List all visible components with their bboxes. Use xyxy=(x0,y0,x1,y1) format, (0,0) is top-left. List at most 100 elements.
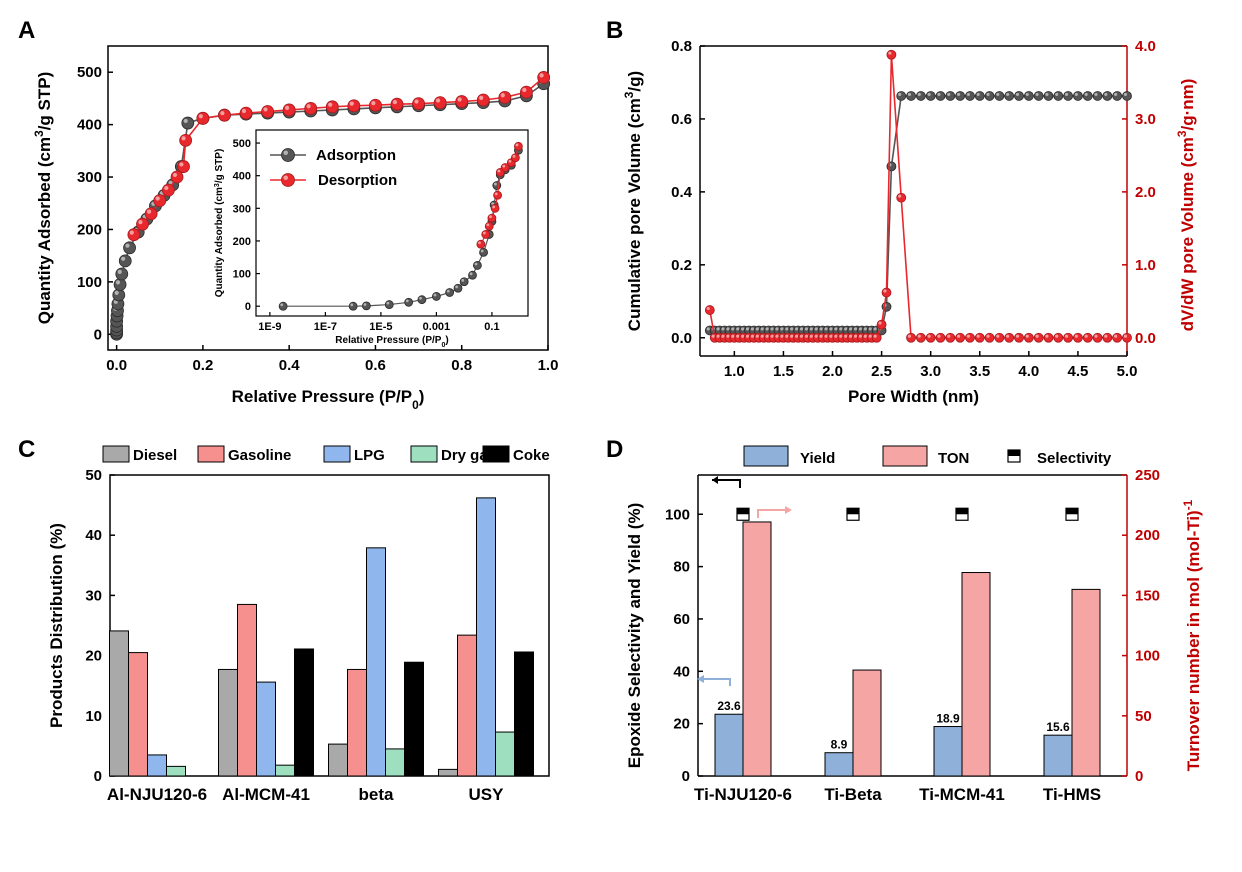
panel-a-ytick-label: 200 xyxy=(77,221,102,238)
panel-c-bar-lpg xyxy=(147,754,167,777)
panel-b-cumulative-point-highlight xyxy=(947,92,951,96)
panel-b-cumulative-point-highlight xyxy=(765,327,769,331)
panel-b-dvdw-point-highlight xyxy=(1055,334,1059,338)
panel-b-dvdw-point xyxy=(965,332,975,343)
panel-b-dvdw-point xyxy=(876,319,887,330)
panel-b-dvdw-point-highlight xyxy=(785,334,789,338)
panel-b-dvdw-point-highlight xyxy=(1045,334,1049,338)
panel-d-selectivity-marker-fill xyxy=(956,508,968,515)
panel-b-dvdw-point xyxy=(915,332,926,343)
panel-a-point xyxy=(239,106,253,120)
panel-b-dvdw-point xyxy=(1004,332,1015,343)
panel-d-legend-yield-swatch xyxy=(743,445,789,467)
panel-b-cumulative-point-highlight xyxy=(770,327,774,331)
panel-b-cumulative-point-highlight xyxy=(745,327,750,331)
inset-point xyxy=(348,301,358,311)
panel-c-legend-swatch xyxy=(197,445,225,463)
panel-b-xtick-label: 3.5 xyxy=(969,363,990,380)
panel-d-ytick-label: 80 xyxy=(673,559,690,576)
panel-a-point-highlight xyxy=(172,172,178,178)
panel-b-cumulative-point-highlight xyxy=(863,327,867,331)
panel-a-point-highlight xyxy=(121,256,126,261)
panel-a-point xyxy=(161,183,175,197)
panel-b-dvdw-point-highlight xyxy=(1035,334,1039,338)
panel-b-dvdw-point-highlight xyxy=(745,334,750,338)
panel-c-bar-gasoline xyxy=(237,603,257,777)
panel-a-point-highlight xyxy=(284,105,290,110)
panel-b-dvdw-point-highlight xyxy=(750,334,754,338)
inset-legend-marker xyxy=(281,173,295,187)
panel-a-point xyxy=(118,254,132,268)
panel-b-cumulative-point-highlight xyxy=(790,327,794,331)
inset-point xyxy=(417,295,427,305)
panel-c-legend-label: LPG xyxy=(354,447,385,464)
panel-b-dvdw-point-highlight xyxy=(917,334,921,338)
inset-point-highlight xyxy=(469,272,473,276)
panel-b-dvdw-point-highlight xyxy=(853,334,858,338)
panel-d-ytick-right-label: 150 xyxy=(1135,587,1160,604)
panel-d-left-axis-arrow xyxy=(712,479,741,488)
panel-c-legend-swatch xyxy=(102,445,130,463)
panel-b-dvdw-point-highlight xyxy=(873,334,877,338)
panel-a-point xyxy=(476,93,490,107)
panel-d-ytick-label: 100 xyxy=(665,506,690,523)
panel-b-ytick-right-label: 0.0 xyxy=(1135,330,1156,347)
panel-b-dvdw-point-highlight xyxy=(848,334,853,338)
inset-xtick-label: 0.001 xyxy=(423,321,451,333)
panel-d-ytick-label: 20 xyxy=(673,716,690,733)
panel-a-point-highlight xyxy=(306,104,311,109)
panel-b-dvdw-point xyxy=(704,305,715,315)
inset-point xyxy=(445,288,455,297)
panel-b-cumulative-point-highlight xyxy=(966,92,970,96)
panel-b-dvdw-point-highlight xyxy=(834,334,838,338)
panel-c-bar-dry-gas xyxy=(275,764,295,777)
inset-point-highlight xyxy=(461,278,465,282)
panel-b-cumulative-point xyxy=(915,91,926,101)
panel-a-point xyxy=(144,207,158,221)
inset-point-highlight xyxy=(446,289,450,293)
panel-b-cumulative-point-highlight xyxy=(873,327,877,331)
panel-c-legend-swatch xyxy=(482,445,510,463)
panel-b-pore-distribution: 1.0 1.5 2.0 2.5 3.0 3.5 4.0 4.5 5.0 0.0 0.2 0.4 0.6 0… xyxy=(622,38,1197,406)
panel-a-point-highlight xyxy=(414,99,419,104)
panel-b-dvdw-point xyxy=(955,332,966,343)
panel-a-point xyxy=(412,97,425,111)
panel-b-yaxis-right-title: dV/dW pore Volume (cm3/g·nm) xyxy=(1175,79,1197,332)
inset-ytick-label: 500 xyxy=(233,138,251,150)
panel-a-ytick-label: 500 xyxy=(77,64,102,81)
panel-d-bar-yield xyxy=(824,752,854,777)
panel-b-ytick-label: 0.6 xyxy=(671,111,692,128)
panel-b-cumulative-point xyxy=(955,91,966,101)
panel-b-cumulative-point xyxy=(935,91,946,101)
panel-letter-d: D xyxy=(606,436,623,463)
panel-b-ytick-right-label: 1.0 xyxy=(1135,257,1156,274)
panel-b-dvdw-point-highlight xyxy=(878,321,882,325)
panel-b-cumulative-point-highlight xyxy=(809,327,813,331)
inset-point xyxy=(468,270,477,280)
panel-a-point xyxy=(537,71,551,84)
panel-b-cumulative-point xyxy=(1092,91,1103,101)
panel-b-dvdw-point xyxy=(1063,332,1074,343)
inset-point-highlight xyxy=(433,293,437,297)
panel-b-dvdw-point-highlight xyxy=(1025,334,1029,338)
inset-legend-marker xyxy=(281,148,295,162)
panel-d-selectivity-marker-fill xyxy=(847,508,859,515)
panel-b-cumulative-point-highlight xyxy=(1035,92,1039,96)
panel-b-cumulative-point-highlight xyxy=(907,92,912,96)
panel-b-dvdw-point xyxy=(1082,332,1093,343)
panel-b-dvdw-point-highlight xyxy=(1084,334,1088,338)
inset-point-highlight xyxy=(497,169,501,173)
inset-point-highlight xyxy=(515,143,519,147)
panel-b-dvdw-point xyxy=(974,332,985,343)
panel-a-point xyxy=(304,101,318,115)
panel-b-cumulative-point-highlight xyxy=(780,327,784,331)
panel-a-ytick-label: 300 xyxy=(77,169,102,186)
panel-c-category-label: Al-MCM-41 xyxy=(222,785,310,804)
panel-a-xtick-label: 0.2 xyxy=(192,357,213,374)
inset-point xyxy=(479,247,488,257)
panel-a-inset-log-isotherm: 1E-9 1E-7 1E-5 0.001 0.1 0 100 200 300 400 500 Rela… xyxy=(214,129,529,349)
panel-b-cumulative-point-highlight xyxy=(937,92,941,96)
inset-point xyxy=(459,277,469,287)
panel-b-cumulative-point-highlight xyxy=(1114,92,1118,96)
inset-point xyxy=(484,221,494,231)
